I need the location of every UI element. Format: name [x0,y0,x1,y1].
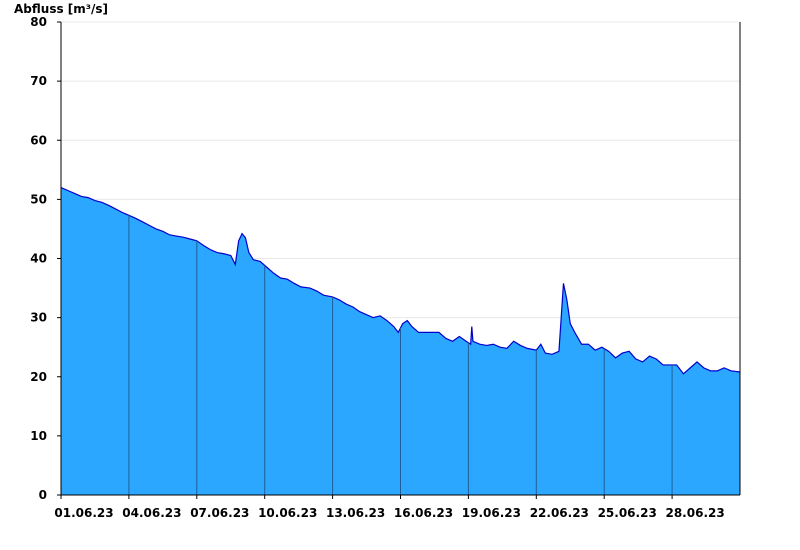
x-tick-label: 16.06.23 [394,506,453,520]
x-tick-label: 01.06.23 [54,506,113,520]
y-tick-label: 50 [30,192,47,206]
y-tick-label: 0 [39,488,47,502]
interval-separators [128,215,673,495]
y-axis-ticks: 0 10 20 30 40 50 60 70 80 [30,15,61,502]
series-line [60,186,741,375]
x-tick-label: 10.06.23 [258,506,317,520]
x-tick-label: 19.06.23 [462,506,521,520]
y-tick-label: 20 [30,370,47,384]
x-axis-ticks: 01.06.23 04.06.23 07.06.23 10.06.23 13.06.23… [54,495,725,520]
y-tick-label: 80 [30,15,47,29]
x-tick-label: 04.06.23 [122,506,181,520]
y-axis-label: Abfluss [m³/s] [14,2,108,16]
y-tick-label: 10 [30,429,47,443]
y-tick-label: 40 [30,252,47,266]
x-tick-label: 25.06.23 [598,506,657,520]
x-tick-label: 22.06.23 [530,506,589,520]
x-tick-label: 28.06.23 [665,506,724,520]
x-tick-label: 07.06.23 [190,506,249,520]
x-tick-label: 13.06.23 [326,506,385,520]
y-tick-label: 30 [30,311,47,325]
y-tick-label: 60 [30,133,47,147]
y-tick-label: 70 [30,74,47,88]
